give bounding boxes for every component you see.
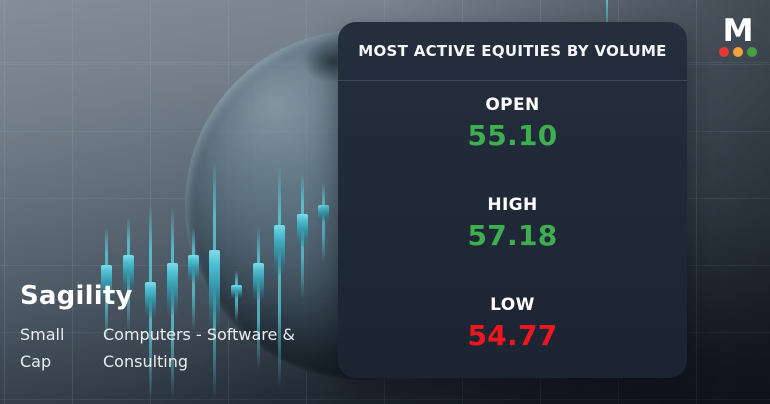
brand-logo-letter: M	[722, 13, 754, 49]
company-meta: Small Cap Computers - Software & Consult…	[20, 321, 350, 375]
stat-low: LOW 54.77	[338, 295, 687, 352]
equity-stats-card: MOST ACTIVE EQUITIES BY VOLUME OPEN 55.1…	[338, 22, 687, 378]
company-block: Sagility Small Cap Computers - Software …	[20, 281, 350, 375]
stat-high-value: 57.18	[467, 219, 558, 252]
logo-dot-red	[719, 47, 729, 57]
stat-low-label: LOW	[490, 295, 535, 315]
card-title: MOST ACTIVE EQUITIES BY VOLUME	[338, 22, 687, 81]
stat-low-value: 54.77	[467, 319, 558, 352]
stat-high-label: HIGH	[487, 195, 538, 215]
stat-open-value: 55.10	[467, 119, 558, 152]
logo-dot-green	[747, 47, 757, 57]
company-market-cap: Small Cap	[20, 325, 65, 371]
brand-logo-dots	[719, 47, 757, 57]
card-body: OPEN 55.10 HIGH 57.18 LOW 54.77	[338, 81, 687, 378]
stat-open: OPEN 55.10	[338, 95, 687, 152]
logo-dot-orange	[733, 47, 743, 57]
brand-logo: M	[719, 16, 757, 57]
stat-high: HIGH 57.18	[338, 195, 687, 252]
company-industry: Computers - Software & Consulting	[103, 325, 295, 371]
company-name: Sagility	[20, 281, 133, 311]
stat-open-label: OPEN	[485, 95, 540, 115]
